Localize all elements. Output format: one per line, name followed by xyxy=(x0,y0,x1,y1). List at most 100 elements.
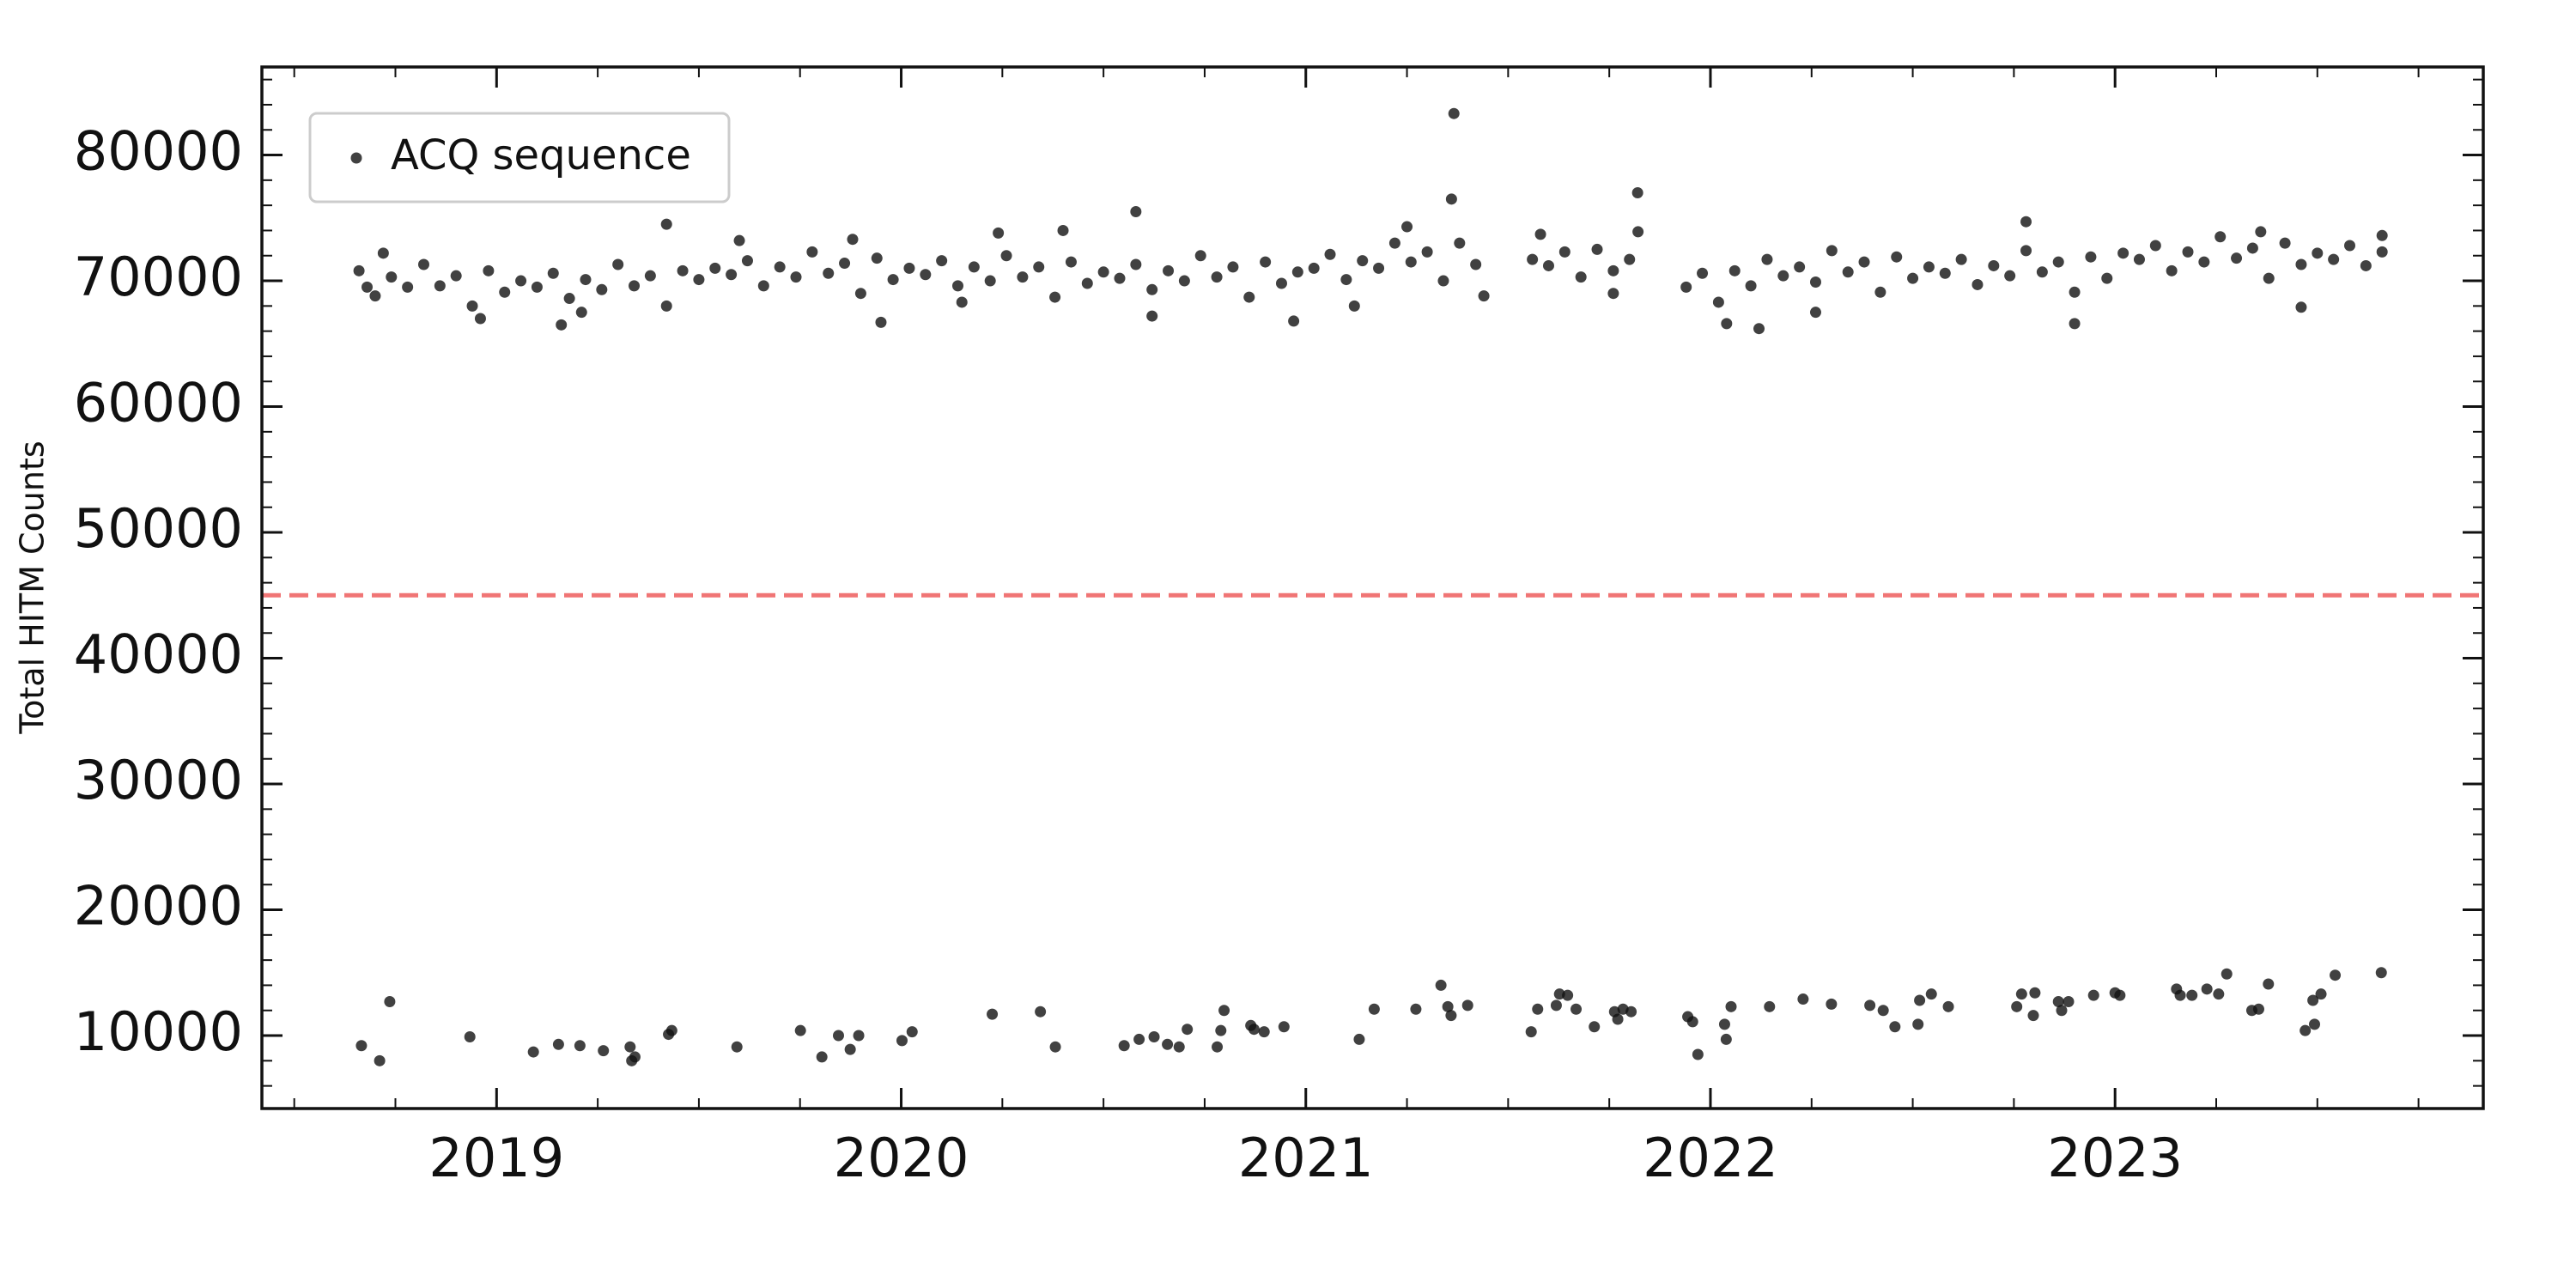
point xyxy=(1478,290,1490,302)
point xyxy=(1912,1018,1924,1030)
point xyxy=(951,280,963,292)
point xyxy=(547,267,559,279)
legend-box xyxy=(308,112,731,204)
point xyxy=(1448,107,1460,119)
point xyxy=(1461,999,1473,1012)
point xyxy=(1632,226,1644,238)
point xyxy=(1858,256,1870,268)
point xyxy=(1437,275,1449,287)
point xyxy=(1527,253,1539,265)
point xyxy=(450,270,462,282)
point xyxy=(2279,237,2291,249)
point xyxy=(1081,277,1093,289)
point xyxy=(2309,1018,2321,1030)
point xyxy=(2015,988,2027,1000)
point xyxy=(1525,1026,1537,1038)
point xyxy=(2328,253,2340,265)
point xyxy=(920,269,932,281)
point xyxy=(624,1041,636,1053)
y-tick-label: 70000 xyxy=(74,246,243,308)
point xyxy=(2215,231,2227,243)
point xyxy=(2052,256,2064,268)
point xyxy=(2186,989,2198,1001)
point xyxy=(1718,1018,1730,1030)
point xyxy=(2221,968,2233,980)
point xyxy=(1162,1038,1174,1050)
point xyxy=(1017,271,1029,283)
point xyxy=(875,316,887,328)
point xyxy=(1607,264,1619,276)
point xyxy=(1794,261,1806,273)
point xyxy=(2085,251,2097,263)
point xyxy=(1454,237,1466,249)
y-tick-label: 80000 xyxy=(74,120,243,183)
legend-label: ACQ sequence xyxy=(391,131,691,179)
point xyxy=(1248,1024,1260,1036)
x-tick-label: 2019 xyxy=(428,1127,564,1189)
point xyxy=(2149,240,2161,252)
point xyxy=(386,271,398,283)
point xyxy=(466,300,478,312)
point xyxy=(531,281,543,293)
point xyxy=(355,1040,368,1052)
point xyxy=(369,290,381,302)
point xyxy=(1809,307,1821,319)
point xyxy=(575,307,587,319)
point xyxy=(1353,1033,1365,1045)
point xyxy=(1874,286,1886,298)
point xyxy=(1368,1003,1380,1015)
point xyxy=(903,262,915,274)
point xyxy=(956,296,968,308)
point xyxy=(1692,1048,1704,1060)
point xyxy=(1745,280,1757,292)
point xyxy=(1442,1000,1454,1012)
point xyxy=(844,1043,856,1055)
point xyxy=(1065,256,1077,268)
point xyxy=(1097,266,1109,278)
point xyxy=(1421,246,1433,258)
point xyxy=(1291,266,1303,278)
point xyxy=(2360,259,2372,271)
point xyxy=(665,1024,677,1036)
point xyxy=(1939,267,1951,279)
point xyxy=(1182,1024,1194,1036)
point xyxy=(1215,1024,1227,1036)
point xyxy=(1864,999,1876,1012)
point xyxy=(774,261,786,273)
point xyxy=(464,1030,476,1042)
x-tick-label: 2020 xyxy=(834,1127,969,1189)
point xyxy=(1625,1005,1637,1018)
point xyxy=(2255,226,2267,238)
point xyxy=(1130,205,1142,217)
point xyxy=(1435,979,1447,991)
point xyxy=(1777,270,1789,282)
point xyxy=(1891,251,1903,263)
point xyxy=(1562,989,1574,1001)
plot-frame xyxy=(260,65,2485,1110)
point xyxy=(1753,323,1765,335)
point xyxy=(1877,1005,1889,1017)
point xyxy=(629,1051,641,1063)
y-tick-label: 30000 xyxy=(74,749,243,811)
point xyxy=(2376,229,2388,241)
point xyxy=(1534,228,1546,240)
point xyxy=(1571,1003,1583,1015)
point xyxy=(1035,1005,1047,1018)
point xyxy=(2201,983,2213,995)
y-tick-label: 60000 xyxy=(74,372,243,434)
point xyxy=(1697,267,1709,279)
point xyxy=(794,1024,806,1036)
point xyxy=(2174,989,2186,1001)
point xyxy=(1146,310,1158,322)
point xyxy=(1607,288,1619,300)
point xyxy=(1680,281,1692,293)
point xyxy=(1923,261,1935,273)
point xyxy=(2063,995,2075,1007)
point xyxy=(2166,264,2178,276)
point xyxy=(1728,264,1741,276)
point xyxy=(1275,277,1287,289)
point xyxy=(2056,1005,2068,1017)
point xyxy=(2133,253,2145,265)
point xyxy=(2004,270,2016,282)
